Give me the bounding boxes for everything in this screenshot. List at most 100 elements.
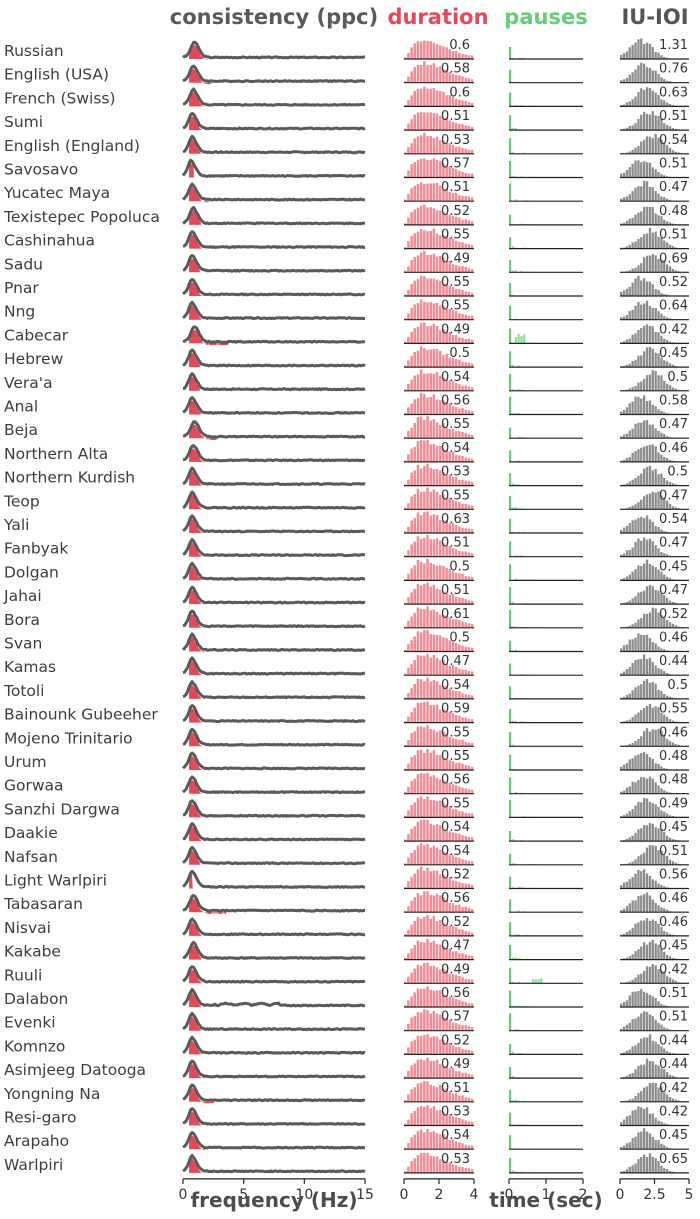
duration-bar	[419, 299, 423, 320]
duration-bar	[461, 100, 464, 107]
duration-bar	[416, 583, 420, 605]
duration-bar	[467, 861, 471, 865]
duration-bar	[464, 551, 467, 557]
duration-bar	[419, 158, 423, 178]
iuioi-bar	[660, 885, 663, 889]
language-label: Mojeno Trinitario	[4, 729, 133, 747]
duration-bar	[410, 1113, 413, 1126]
duration-bar	[423, 184, 426, 202]
iuioi-bar	[637, 355, 640, 368]
duration-bar	[435, 588, 439, 605]
iuioi-bar	[671, 861, 675, 865]
duration-bar	[461, 717, 464, 723]
iuioi-bar	[640, 473, 643, 486]
duration-bar	[413, 850, 416, 865]
iuioi-bar	[625, 196, 629, 202]
iuioi-value: 0.48	[659, 204, 688, 219]
iuioi-bar	[643, 206, 646, 225]
pauses-bar	[514, 199, 517, 202]
pauses-bar	[517, 436, 520, 439]
language-label: Totoli	[3, 682, 45, 700]
iuioi-value: 0.51	[659, 986, 688, 1001]
iuioi-bar	[637, 856, 640, 865]
pauses-bar	[509, 260, 512, 273]
duration-bar	[445, 1043, 448, 1055]
duration-bar	[432, 609, 436, 628]
language-label: Sadu	[4, 255, 43, 273]
iuioi-bar	[645, 613, 649, 628]
pauses-bar	[520, 1053, 523, 1055]
duration-bar	[432, 394, 436, 415]
iuioi-bar	[657, 1044, 660, 1055]
duration-bar	[451, 997, 455, 1007]
consistency-fill	[189, 282, 203, 296]
duration-bar	[439, 540, 442, 557]
consistency-fill	[189, 850, 200, 865]
duration-bar	[470, 955, 474, 960]
language-label: Yali	[3, 516, 29, 534]
iuioi-bar	[640, 38, 643, 59]
iuioi-bar	[634, 423, 637, 439]
iuioi-bar	[637, 1042, 640, 1055]
iuioi-bar	[643, 378, 646, 391]
iuioi-bar	[660, 829, 663, 842]
duration-bar	[435, 1013, 439, 1031]
duration-bar	[464, 219, 467, 225]
duration-value: 0.51	[441, 583, 470, 598]
iuioi-bar	[668, 741, 672, 747]
iuioi-bar	[651, 1061, 654, 1079]
duration-bar	[432, 1036, 436, 1055]
pauses-bar	[509, 495, 512, 510]
iuioi-bar	[628, 837, 631, 842]
duration-bar	[426, 302, 429, 320]
pauses-bar	[511, 152, 514, 154]
duration-bar	[448, 120, 451, 131]
duration-bar	[432, 1011, 436, 1031]
duration-bar	[442, 328, 445, 344]
iuioi-bar	[651, 47, 654, 59]
iuioi-bar	[645, 679, 649, 699]
duration-bar	[435, 847, 439, 865]
iuioi-bar	[645, 162, 649, 178]
iuioi-bar	[651, 444, 654, 462]
duration-bar	[435, 399, 439, 415]
iuioi-bar	[620, 885, 623, 889]
duration-bar	[442, 1017, 445, 1031]
duration-bar	[464, 788, 467, 794]
consistency-tick-label: 15	[356, 1187, 374, 1203]
duration-bar	[467, 1121, 471, 1126]
duration-bar	[448, 617, 451, 628]
duration-bar	[464, 669, 467, 676]
iuioi-bar	[668, 719, 672, 723]
duration-bar	[445, 925, 448, 936]
iuioi-bar	[648, 920, 652, 936]
language-label: Pnar	[4, 279, 39, 297]
duration-bar	[407, 266, 410, 273]
pauses-bar	[509, 663, 512, 676]
iuioi-bar	[622, 409, 626, 415]
iuioi-bar	[622, 527, 626, 533]
iuioi-bar	[625, 433, 629, 439]
duration-bar	[461, 313, 464, 320]
consistency-fill	[189, 518, 203, 533]
duration-bar	[464, 480, 467, 486]
iuioi-bar	[640, 263, 643, 273]
duration-bar	[464, 717, 467, 723]
pauses-bar	[509, 115, 512, 131]
duration-bar	[419, 726, 423, 747]
duration-value: 0.54	[441, 844, 470, 859]
iuioi-bar	[663, 1048, 666, 1055]
duration-bar	[461, 76, 464, 83]
consistency-fill	[189, 258, 200, 273]
pauses-bar	[509, 450, 512, 462]
duration-bar	[451, 1022, 455, 1031]
duration-bar	[435, 492, 439, 510]
iuioi-bar	[657, 215, 660, 225]
iuioi-bar	[674, 270, 677, 273]
iuioi-bar	[657, 1022, 660, 1031]
iuioi-bar	[643, 590, 646, 605]
iuioi-bar	[625, 170, 629, 178]
duration-bar	[423, 40, 426, 59]
duration-bar	[439, 424, 442, 439]
duration-bar	[419, 702, 423, 723]
